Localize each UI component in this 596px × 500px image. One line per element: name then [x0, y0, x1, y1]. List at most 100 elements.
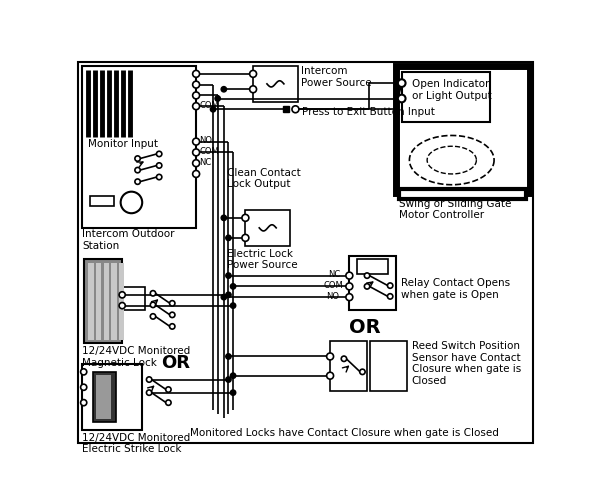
Circle shape [193, 160, 200, 166]
Circle shape [119, 302, 125, 308]
Circle shape [147, 377, 152, 382]
Bar [402, 72, 491, 122]
Circle shape [231, 284, 236, 289]
Circle shape [120, 192, 142, 213]
Bar [90, 196, 114, 206]
Circle shape [150, 290, 156, 296]
Circle shape [231, 303, 236, 308]
Bar [96, 375, 111, 419]
Circle shape [242, 214, 249, 222]
Circle shape [135, 179, 140, 184]
Circle shape [193, 70, 200, 78]
Circle shape [364, 284, 370, 289]
Circle shape [157, 151, 162, 156]
Text: Monitored Locks have Contact Closure when gate is Closed: Monitored Locks have Contact Closure whe… [190, 428, 499, 438]
Circle shape [398, 94, 405, 102]
Circle shape [221, 215, 226, 220]
Circle shape [360, 369, 365, 374]
Circle shape [327, 353, 334, 360]
Circle shape [210, 106, 216, 112]
Bar [82, 66, 196, 228]
Circle shape [250, 70, 256, 78]
Text: COM: COM [324, 281, 344, 290]
Circle shape [364, 273, 370, 278]
Circle shape [169, 324, 175, 329]
Bar [370, 341, 407, 391]
Circle shape [193, 92, 200, 99]
Text: NC: NC [328, 270, 341, 280]
Circle shape [387, 294, 393, 299]
Bar [111, 262, 117, 340]
Bar [330, 341, 367, 391]
Circle shape [166, 400, 171, 406]
Bar [349, 256, 396, 310]
Circle shape [292, 106, 299, 112]
Bar [83, 258, 122, 344]
Circle shape [135, 168, 140, 173]
Text: OR: OR [161, 354, 190, 372]
Text: NO: NO [199, 136, 212, 145]
Circle shape [193, 138, 200, 145]
Bar [283, 106, 289, 112]
Circle shape [215, 96, 221, 101]
Bar [104, 262, 109, 340]
Circle shape [193, 149, 200, 156]
Circle shape [221, 294, 226, 300]
Circle shape [169, 312, 175, 318]
Circle shape [398, 79, 405, 87]
Circle shape [346, 283, 353, 290]
Text: 12/24VDC Monitored
Magnetic Lock: 12/24VDC Monitored Magnetic Lock [82, 346, 190, 368]
Circle shape [80, 369, 87, 375]
Circle shape [226, 377, 231, 382]
Circle shape [346, 272, 353, 279]
Circle shape [250, 86, 256, 92]
Circle shape [226, 354, 231, 359]
Circle shape [327, 372, 334, 379]
Text: Swing or Sliding Gate
Motor Controller: Swing or Sliding Gate Motor Controller [399, 198, 512, 220]
Bar [93, 372, 116, 422]
Circle shape [157, 163, 162, 168]
Circle shape [387, 283, 393, 288]
Text: Press to Exit Button Input: Press to Exit Button Input [302, 106, 434, 117]
Text: Clean Contact
Lock Output: Clean Contact Lock Output [227, 168, 300, 190]
Circle shape [157, 174, 162, 180]
Bar [246, 210, 290, 246]
Circle shape [80, 400, 87, 406]
Circle shape [166, 387, 171, 392]
Text: OR: OR [349, 318, 381, 337]
Circle shape [226, 292, 231, 298]
Text: COM: COM [199, 101, 219, 110]
Text: 12/24VDC Monitored
Electric Strike Lock: 12/24VDC Monitored Electric Strike Lock [82, 432, 190, 454]
Text: Monitor Input: Monitor Input [88, 138, 159, 148]
Bar [82, 364, 142, 430]
Circle shape [193, 81, 200, 88]
Bar [399, 190, 526, 198]
Circle shape [150, 302, 156, 308]
Text: Reed Switch Position
Sensor have Contact
Closure when gate is
Closed: Reed Switch Position Sensor have Contact… [412, 341, 521, 386]
Text: Open Indicator
or Light Output: Open Indicator or Light Output [412, 79, 492, 101]
Circle shape [226, 273, 231, 278]
Text: Relay Contact Opens
when gate is Open: Relay Contact Opens when gate is Open [401, 278, 510, 299]
Circle shape [193, 170, 200, 177]
Circle shape [119, 292, 125, 298]
Circle shape [242, 234, 249, 242]
Text: Intercom
Power Source: Intercom Power Source [301, 66, 371, 88]
Circle shape [346, 294, 353, 300]
Circle shape [135, 156, 140, 162]
Bar [88, 262, 94, 340]
Circle shape [226, 235, 231, 240]
Text: Electric Lock
Power Source: Electric Lock Power Source [227, 248, 297, 270]
Bar [122, 287, 145, 310]
Circle shape [80, 384, 87, 390]
Circle shape [150, 314, 156, 319]
Circle shape [169, 300, 175, 306]
Bar [357, 258, 388, 274]
Bar [96, 262, 101, 340]
Text: NO: NO [326, 292, 339, 301]
Bar [253, 66, 298, 102]
Text: Intercom Outdoor
Station: Intercom Outdoor Station [82, 230, 175, 251]
Bar [119, 262, 125, 340]
Circle shape [193, 102, 200, 110]
Circle shape [231, 373, 236, 378]
Text: NC: NC [199, 158, 212, 167]
